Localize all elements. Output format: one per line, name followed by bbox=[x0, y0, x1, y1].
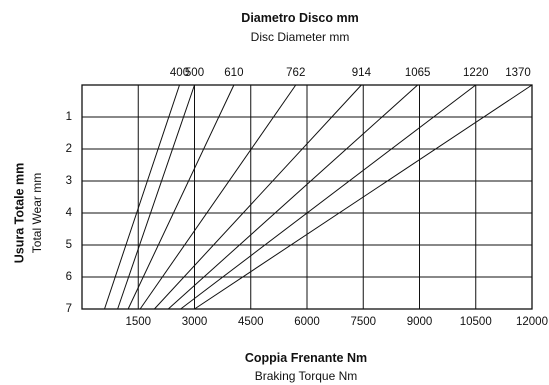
series-label-914: 914 bbox=[352, 67, 372, 79]
series-label-1065: 1065 bbox=[405, 67, 431, 79]
x-tick-label: 3000 bbox=[182, 316, 208, 328]
series-label-610: 610 bbox=[224, 67, 243, 79]
series-line-1065 bbox=[167, 84, 418, 310]
y-tick-label: 6 bbox=[66, 271, 72, 283]
x-tick-label: 1500 bbox=[125, 316, 151, 328]
y-tick-label: 3 bbox=[66, 175, 72, 187]
series-label-1220: 1220 bbox=[463, 67, 489, 79]
grid bbox=[81, 84, 533, 310]
series-line-1370 bbox=[194, 84, 533, 310]
series-line-400 bbox=[104, 84, 180, 310]
series-label-1370: 1370 bbox=[505, 67, 531, 79]
x-tick-label: 9000 bbox=[407, 316, 433, 328]
y-tick-label: 7 bbox=[66, 303, 72, 315]
series-label-500: 500 bbox=[185, 67, 204, 79]
series-lines bbox=[104, 84, 533, 310]
x-tick-label: 12000 bbox=[516, 316, 548, 328]
x-axis-label: Coppia Frenante Nm bbox=[245, 351, 367, 365]
series-line-1220 bbox=[180, 84, 477, 310]
x-tick-label: 4500 bbox=[238, 316, 264, 328]
y-axis-label: Usura Totale mm bbox=[12, 163, 26, 264]
y-tick-label: 2 bbox=[66, 143, 72, 155]
x-tick-label: 10500 bbox=[460, 316, 492, 328]
series-label-400: 400 bbox=[170, 67, 189, 79]
series-line-500 bbox=[117, 84, 195, 310]
series-line-762 bbox=[139, 84, 297, 310]
series-label-762: 762 bbox=[286, 67, 305, 79]
top-title: Diametro Disco mm bbox=[241, 11, 358, 25]
x-tick-label: 7500 bbox=[350, 316, 376, 328]
x-axis-sublabel: Braking Torque Nm bbox=[255, 369, 358, 383]
y-axis-sublabel: Total Wear mm bbox=[30, 173, 44, 253]
y-tick-label: 1 bbox=[66, 111, 72, 123]
y-tick-label: 5 bbox=[66, 239, 72, 251]
y-tick-label: 4 bbox=[66, 207, 73, 219]
x-tick-label: 6000 bbox=[294, 316, 320, 328]
series-line-610 bbox=[127, 84, 235, 310]
top-subtitle: Disc Diameter mm bbox=[251, 30, 350, 44]
series-line-914 bbox=[154, 84, 362, 310]
x-tick-labels: 1500 3000 4500 6000 7500 9000 10500 12000 bbox=[125, 316, 548, 328]
y-tick-labels: 1 2 3 4 5 6 7 bbox=[66, 111, 73, 315]
